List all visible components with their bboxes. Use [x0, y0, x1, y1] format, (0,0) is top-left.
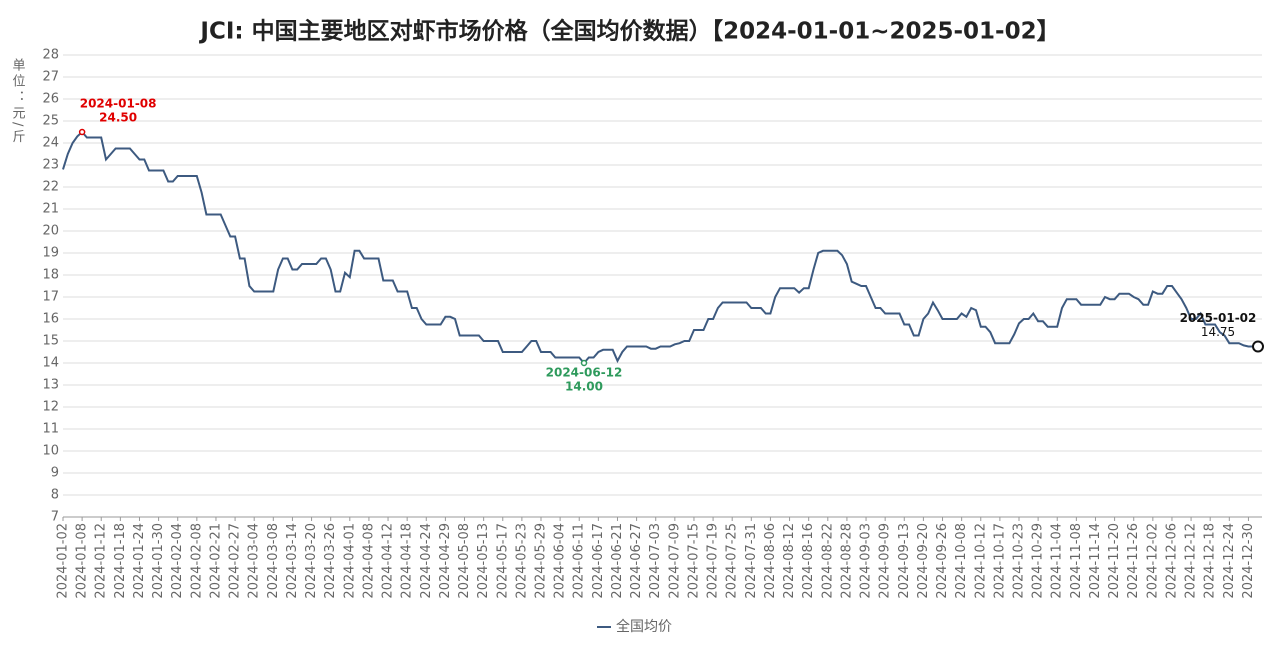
x-tick-label: 2024-06-04 — [553, 523, 568, 599]
x-tick-label: 2024-12-18 — [1203, 523, 1218, 599]
x-tick-label: 2024-09-13 — [897, 523, 912, 599]
x-tick-label: 2024-08-16 — [801, 523, 816, 599]
y-tick-label: 21 — [42, 202, 59, 217]
annotation-value: 14.75 — [1201, 325, 1235, 339]
y-tick-label: 17 — [42, 290, 59, 305]
y-tick-label: 19 — [42, 246, 59, 261]
x-tick-label: 2024-08-06 — [763, 523, 778, 599]
x-tick-label: 2024-09-03 — [859, 523, 874, 599]
x-tick-label: 2024-10-29 — [1031, 523, 1046, 599]
x-tick-label: 2024-01-02 — [56, 523, 71, 599]
x-tick-label: 2024-02-08 — [189, 523, 204, 599]
x-tick-label: 2024-10-08 — [954, 523, 969, 599]
y-tick-label: 23 — [42, 158, 59, 173]
y-tick-label: 16 — [42, 312, 59, 327]
x-tick-label: 2024-12-30 — [1241, 523, 1256, 599]
x-tick-label: 2024-02-27 — [228, 523, 243, 599]
x-tick-label: 2024-04-29 — [438, 523, 453, 599]
y-tick-label: 15 — [42, 334, 59, 349]
annotation-date: 2024-01-08 — [80, 97, 157, 111]
x-tick-label: 2024-05-23 — [514, 523, 529, 599]
x-tick-label: 2024-10-17 — [992, 523, 1007, 599]
x-tick-label: 2024-03-08 — [266, 523, 281, 599]
x-tick-label: 2024-02-04 — [170, 523, 185, 599]
legend-label: 全国均价 — [616, 618, 672, 635]
x-tick-label: 2024-08-28 — [839, 523, 854, 599]
annotation-point — [1252, 340, 1264, 353]
x-tick-label: 2024-12-06 — [1164, 523, 1179, 599]
x-tick-label: 2024-04-01 — [342, 523, 357, 599]
y-tick-label: 24 — [42, 136, 59, 151]
x-tick-label: 2024-09-20 — [916, 523, 931, 599]
x-tick-label: 2024-03-20 — [304, 523, 319, 599]
x-tick-label: 2024-07-31 — [744, 523, 759, 599]
x-tick-label: 2024-04-18 — [400, 523, 415, 599]
x-tick-label: 2024-06-17 — [591, 523, 606, 599]
y-tick-label: 26 — [42, 92, 59, 107]
x-tick-label: 2024-11-08 — [1069, 523, 1084, 599]
annotation-point — [78, 128, 86, 136]
x-tick-label: 2024-06-27 — [629, 523, 644, 599]
x-tick-label: 2024-12-24 — [1222, 523, 1237, 599]
x-tick-label: 2024-08-22 — [820, 523, 835, 599]
x-tick-label: 2024-02-21 — [208, 523, 223, 599]
x-tick-label: 2024-11-26 — [1126, 523, 1141, 599]
y-tick-label: 20 — [42, 224, 59, 239]
x-tick-label: 2024-12-02 — [1145, 523, 1160, 599]
annotation-date: 2024-06-12 — [546, 366, 623, 380]
x-tick-label: 2024-09-26 — [935, 523, 950, 599]
y-tick-label: 13 — [42, 378, 59, 393]
annotation-date: 2025-01-02 — [1180, 311, 1257, 325]
annotation-point — [580, 359, 588, 367]
y-tick-label: 7 — [51, 510, 59, 525]
x-tick-label: 2024-06-11 — [572, 523, 587, 599]
x-tick-label: 2024-05-08 — [457, 523, 472, 599]
x-tick-label: 2024-01-12 — [94, 523, 109, 599]
x-tick-label: 2024-09-09 — [878, 523, 893, 599]
y-tick-label: 22 — [42, 180, 59, 195]
y-tick-label: 18 — [42, 268, 59, 283]
x-tick-label: 2024-10-12 — [973, 523, 988, 599]
x-tick-label: 2024-01-24 — [132, 523, 147, 599]
x-tick-label: 2024-03-04 — [247, 523, 262, 599]
x-tick-label: 2024-08-12 — [782, 523, 797, 599]
x-tick-label: 2024-07-09 — [667, 523, 682, 599]
y-tick-label: 10 — [42, 444, 59, 459]
x-tick-label: 2024-10-23 — [1012, 523, 1027, 599]
y-tick-label: 12 — [42, 400, 59, 415]
annotation-value: 24.50 — [99, 111, 137, 125]
x-tick-label: 2024-07-03 — [648, 523, 663, 599]
x-tick-label: 2024-04-24 — [419, 523, 434, 599]
x-tick-label: 2024-07-19 — [706, 523, 721, 599]
x-tick-label: 2024-01-30 — [151, 523, 166, 599]
series-line — [62, 130, 1258, 365]
y-tick-label: 11 — [42, 422, 59, 437]
x-tick-label: 2024-01-08 — [75, 523, 90, 599]
chart-title: JCI: 中国主要地区对虾市场价格（全国均价数据）【2024-01-01~202… — [198, 18, 1059, 45]
x-tick-label: 2024-05-29 — [534, 523, 549, 599]
x-tick-label: 2024-03-14 — [285, 523, 300, 599]
y-tick-label: 14 — [42, 356, 59, 371]
x-tick-label: 2024-11-04 — [1050, 523, 1065, 599]
x-tick-label: 2024-04-12 — [381, 523, 396, 599]
x-tick-label: 2024-07-25 — [725, 523, 740, 599]
y-tick-label: 28 — [42, 48, 59, 63]
y-tick-label: 27 — [42, 70, 59, 85]
x-tick-label: 2024-03-26 — [323, 523, 338, 599]
x-tick-label: 2024-12-12 — [1184, 523, 1199, 599]
y-tick-label: 9 — [51, 466, 59, 481]
x-tick-label: 2024-07-15 — [686, 523, 701, 599]
y-tick-label: 8 — [51, 488, 59, 503]
x-tick-label: 2024-01-18 — [113, 523, 128, 599]
x-tick-label: 2024-05-13 — [476, 523, 491, 599]
x-tick-label: 2024-11-20 — [1107, 523, 1122, 599]
x-tick-label: 2024-04-08 — [361, 523, 376, 599]
annotation-value: 14.00 — [565, 380, 603, 394]
y-tick-label: 25 — [42, 114, 59, 129]
x-tick-label: 2024-05-17 — [495, 523, 510, 599]
x-tick-label: 2024-11-14 — [1088, 523, 1103, 599]
x-tick-label: 2024-06-21 — [610, 523, 625, 599]
y-axis-label-text: 单位：元/斤 — [10, 58, 26, 145]
